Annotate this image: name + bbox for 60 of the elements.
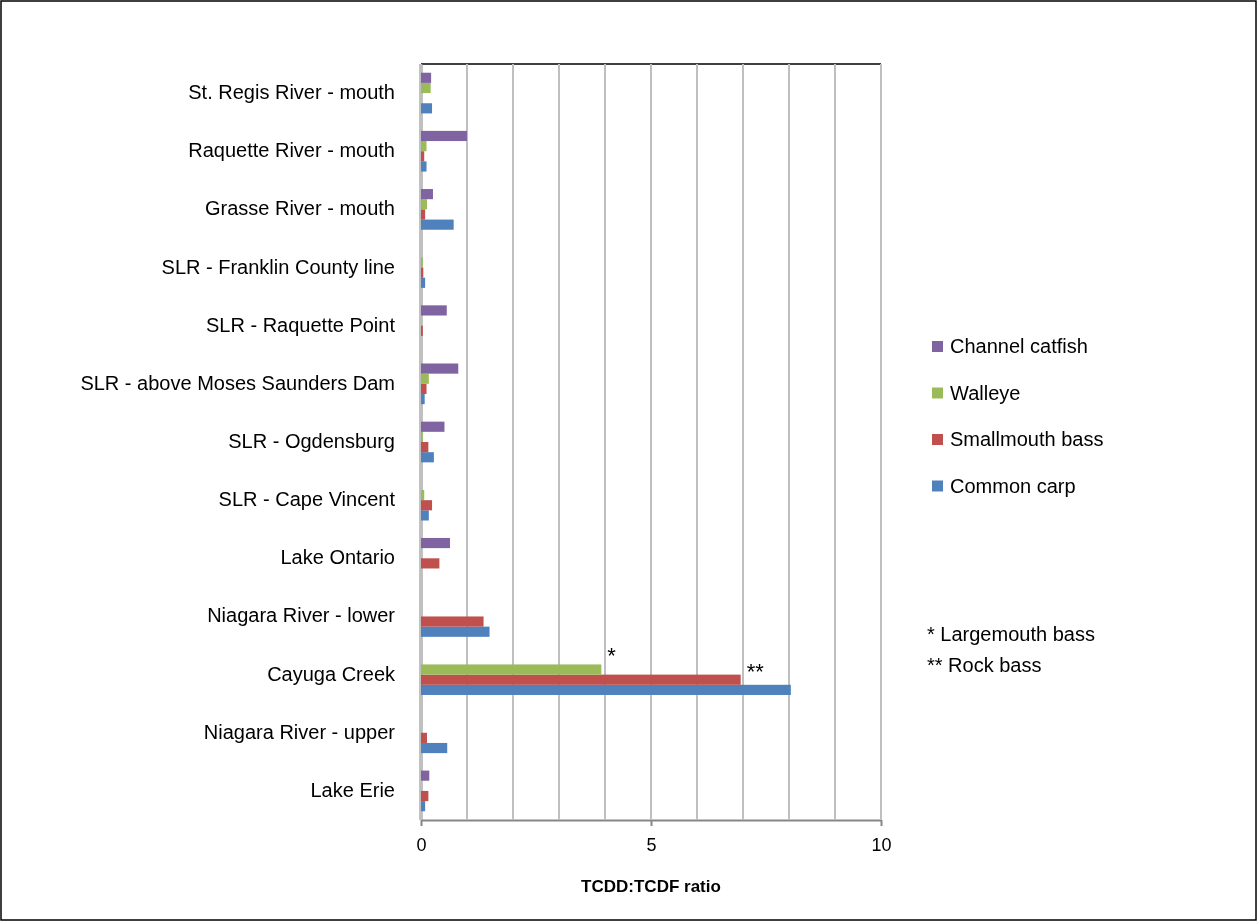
bar xyxy=(421,151,425,162)
y-tick-label: SLR - Cape Vincent xyxy=(218,488,396,511)
bar xyxy=(421,394,425,405)
bar xyxy=(421,674,741,685)
y-tick-label: Cayuga Creek xyxy=(267,662,396,685)
y-tick-label: SLR - Ogdensburg xyxy=(228,430,395,452)
bar xyxy=(421,770,430,781)
y-tick-label: Raquette River - mouth xyxy=(188,139,395,162)
x-axis-title: TCDD:TCDF ratio xyxy=(581,877,721,896)
bar xyxy=(421,537,450,549)
bar xyxy=(421,130,467,142)
legend-label: Channel catfish xyxy=(950,335,1088,357)
x-tick-label: 5 xyxy=(646,834,657,855)
bar xyxy=(421,452,434,463)
y-tick-label: Lake Erie xyxy=(310,778,395,801)
legend-label: Walleye xyxy=(950,381,1021,404)
bar xyxy=(421,141,427,152)
y-tick-label: SLR - above Moses Saunders Dam xyxy=(80,371,395,394)
bar xyxy=(421,72,432,83)
bar xyxy=(421,103,433,114)
bar xyxy=(421,209,426,220)
bar xyxy=(421,421,445,432)
annotation: * xyxy=(607,642,617,668)
y-tick-label: Lake Ontario xyxy=(280,546,395,569)
y-tick-label: Grasse River - mouth xyxy=(204,197,395,220)
bar xyxy=(421,732,427,743)
bar xyxy=(421,684,791,695)
y-tick-label: St. Regis River - mouth xyxy=(188,81,395,104)
bar xyxy=(421,189,433,200)
bar xyxy=(421,219,454,230)
bar xyxy=(421,500,433,511)
bar xyxy=(421,82,431,94)
legend-label: Smallmouth bass xyxy=(950,428,1104,450)
bar xyxy=(421,373,429,384)
bar xyxy=(421,277,426,288)
bar xyxy=(421,161,427,172)
bar xyxy=(421,616,484,627)
text: * Largemouth bass xyxy=(927,623,1095,645)
x-tick-label: 10 xyxy=(871,834,892,855)
bar xyxy=(421,742,448,754)
bar xyxy=(421,489,425,501)
bar xyxy=(421,305,447,316)
bar xyxy=(421,363,459,374)
bar xyxy=(421,558,440,569)
bar xyxy=(421,801,426,812)
text: ** Rock bass xyxy=(927,654,1042,676)
bar xyxy=(421,664,602,675)
y-tick-label: Niagara River - lower xyxy=(207,604,396,627)
bar xyxy=(421,199,427,210)
y-tick-label: SLR - Franklin County line xyxy=(161,255,395,278)
bar xyxy=(421,442,429,453)
bar xyxy=(421,626,490,637)
y-tick-label: Niagara River - upper xyxy=(203,720,396,743)
bar xyxy=(421,510,429,521)
x-tick-label: 0 xyxy=(416,834,427,855)
bar xyxy=(421,383,427,395)
legend-label: Common carp xyxy=(950,474,1076,497)
bar xyxy=(421,790,429,802)
annotation: ** xyxy=(746,658,765,684)
y-tick-label: SLR - Raquette Point xyxy=(206,313,396,336)
